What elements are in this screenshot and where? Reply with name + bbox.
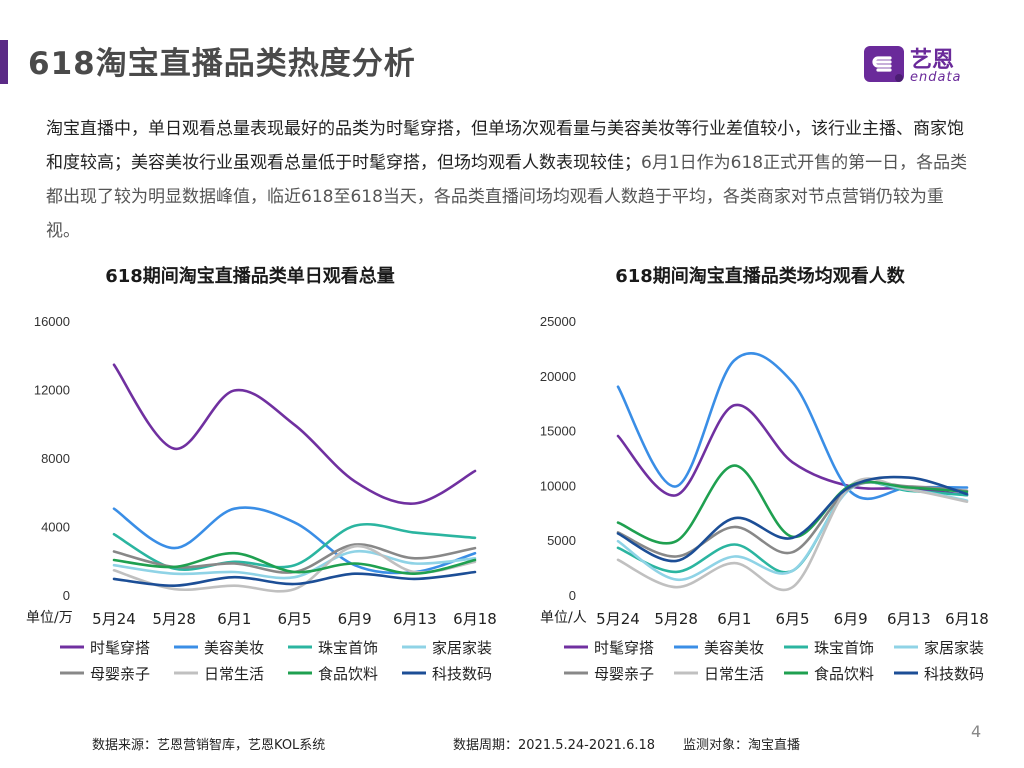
series-line [112, 551, 477, 576]
legend-label: 科技数码 [432, 665, 492, 683]
legend-label: 食品饮料 [814, 665, 874, 683]
series-line [616, 480, 969, 558]
x-tick-label: 6月1 [717, 610, 751, 628]
series-line [616, 352, 969, 500]
x-tick-label: 6月5 [277, 610, 311, 628]
series-line [616, 475, 969, 563]
chart-svg: 0 5000 10000 15000 20000 25000 单位/人 5月24 5月28 6月1… [540, 314, 989, 683]
legend-label: 日常生活 [204, 665, 264, 683]
legend-label: 时髦穿搭 [594, 639, 654, 657]
y-unit-label: 单位/人 [540, 610, 587, 626]
legend-label: 科技数码 [924, 665, 984, 683]
legend-label: 家居家装 [924, 639, 984, 657]
x-tick-label: 5月28 [152, 610, 196, 628]
x-tick-label: 5月24 [92, 610, 136, 628]
x-tick-label: 6月9 [834, 610, 868, 628]
legend-label: 美容美妆 [204, 639, 264, 657]
x-tick-label: 6月5 [775, 610, 809, 628]
summary-text-1: 淘宝直播中，单日观看总量表现最好的品类为时髦穿搭，但单场次观看量与美容美妆等行业… [46, 119, 964, 173]
y-tick-label: 10000 [540, 478, 576, 493]
x-tick-label: 5月24 [596, 610, 640, 628]
logo-text-en: endata [910, 70, 962, 85]
legend-label: 家居家装 [432, 639, 492, 657]
summary-paragraph: 淘宝直播中，单日观看总量表现最好的品类为时髦穿搭，但单场次观看量与美容美妆等行业… [46, 112, 976, 248]
legend-label: 珠宝首饰 [814, 639, 874, 657]
page-title: 618淘宝直播品类热度分析 [28, 46, 416, 82]
x-tick-label: 5月28 [654, 610, 698, 628]
title-accent-bar [0, 40, 8, 84]
y-tick-label: 12000 [34, 383, 70, 398]
chart-title: 618期间淘宝直播品类单日观看总量 [105, 266, 395, 287]
chart-title: 618期间淘宝直播品类场均观看人数 [615, 266, 905, 287]
summary-text-2: 6月1日作为618正式开售的第一日，各品类都出现了较为明显数据峰值，临近618至… [46, 153, 968, 241]
y-tick-label: 4000 [41, 520, 70, 535]
x-tick-label: 6月9 [338, 610, 372, 628]
legend-label: 食品饮料 [318, 665, 378, 683]
series-line [616, 477, 969, 591]
legend-label: 母婴亲子 [594, 665, 654, 683]
chart-daily-total: 618期间淘宝直播品类单日观看总量 0 4000 8000 12000 16000 单位/… [0, 262, 500, 692]
x-tick-label: 6月13 [887, 610, 931, 628]
endata-logo-icon [864, 46, 904, 82]
y-unit-label: 单位/万 [26, 610, 73, 626]
series-line [112, 570, 477, 588]
y-tick-label: 20000 [540, 369, 576, 384]
y-tick-label: 0 [569, 588, 576, 603]
series-line [616, 464, 969, 545]
series-line [112, 544, 477, 593]
series-line [616, 481, 969, 581]
y-tick-label: 0 [63, 588, 70, 603]
legend-label: 美容美妆 [704, 639, 764, 657]
page-number: 4 [971, 722, 982, 741]
y-tick-label: 16000 [34, 314, 70, 329]
legend-label: 时髦穿搭 [90, 639, 150, 657]
legend-label: 母婴亲子 [90, 665, 150, 683]
y-tick-label: 5000 [547, 533, 576, 548]
legend-label: 珠宝首饰 [318, 639, 378, 657]
footer-monitor-target: 监测对象：淘宝直播 [683, 738, 801, 753]
y-tick-label: 25000 [540, 314, 576, 329]
series-line [616, 403, 969, 497]
y-tick-label: 15000 [540, 424, 576, 439]
chart-avg-viewers: 618期间淘宝直播品类场均观看人数 0 5000 10000 15000 20000 25… [510, 262, 1010, 692]
endata-logo: 艺恩 endata [860, 40, 990, 90]
footer-data-period: 数据周期：2021.5.24-2021.6.18 [453, 738, 656, 753]
chart-svg: 0 4000 8000 12000 16000 单位/万 5月24 5月28 6月1 6月5 6月9… [26, 314, 497, 683]
series-line [112, 363, 477, 505]
series-line [112, 549, 477, 580]
logo-text-cn: 艺恩 [910, 48, 955, 73]
series-line [112, 523, 477, 571]
footer-data-source: 数据来源：艺恩营销智库，艺恩KOL系统 [92, 738, 326, 753]
x-tick-label: 6月18 [453, 610, 497, 628]
series-line [112, 543, 477, 574]
x-tick-label: 6月1 [217, 610, 251, 628]
y-tick-label: 8000 [41, 451, 70, 466]
x-tick-label: 6月13 [393, 610, 437, 628]
x-tick-label: 6月18 [945, 610, 989, 628]
legend-label: 日常生活 [704, 665, 764, 683]
